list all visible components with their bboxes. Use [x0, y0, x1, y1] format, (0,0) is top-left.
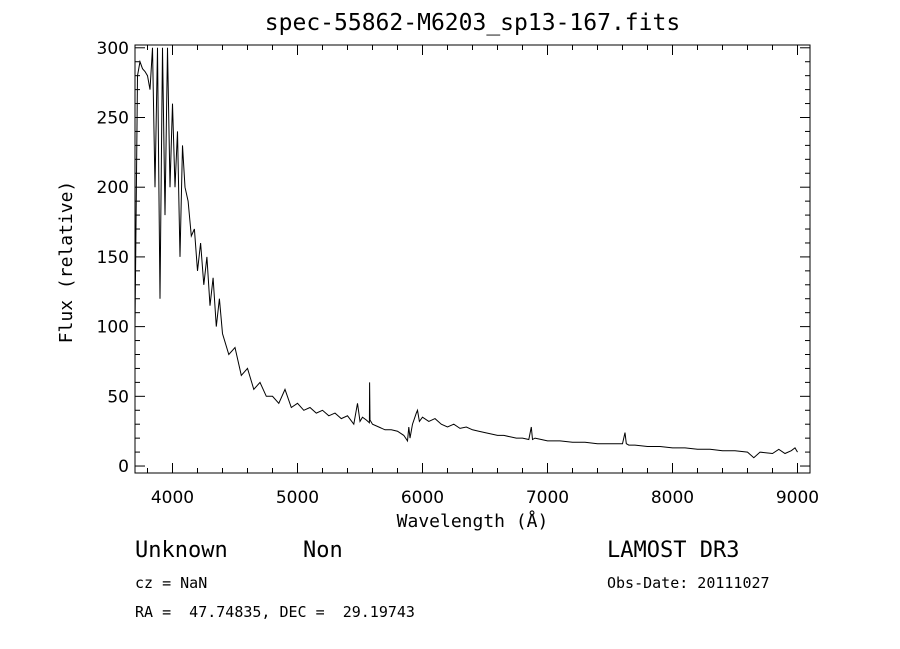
coordinates-label: RA = 47.74835, DEC = 29.19743: [135, 603, 415, 621]
x-tick-label: 9000: [776, 488, 819, 508]
y-tick-label: 100: [97, 318, 129, 338]
survey-label: LAMOST DR3: [607, 538, 740, 563]
y-tick-label: 300: [97, 39, 129, 59]
y-tick-label: 0: [118, 457, 129, 477]
plot-frame: [134, 44, 811, 474]
x-tick-label: 6000: [401, 488, 444, 508]
y-tick-label: 250: [97, 108, 129, 128]
x-tick-label: 5000: [276, 488, 319, 508]
x-axis-label: Wavelength (Å): [396, 511, 549, 532]
obs-date-label: Obs-Date: 20111027: [607, 574, 770, 592]
chart-title: spec-55862-M6203_sp13-167.fits: [264, 10, 681, 36]
y-axis-label: Flux (relative): [56, 181, 77, 344]
y-tick-label: 200: [97, 178, 129, 198]
x-tick-label: 4000: [151, 488, 194, 508]
x-tick-label: 7000: [526, 488, 569, 508]
y-tick-label: 50: [107, 387, 129, 407]
redshift-label: cz = NaN: [135, 574, 208, 592]
flux-series-line: [134, 47, 798, 459]
object-subclass: Non: [303, 538, 343, 563]
x-tick-label: 8000: [651, 488, 694, 508]
object-class: Unknown: [135, 538, 228, 563]
y-tick-label: 150: [97, 248, 129, 268]
